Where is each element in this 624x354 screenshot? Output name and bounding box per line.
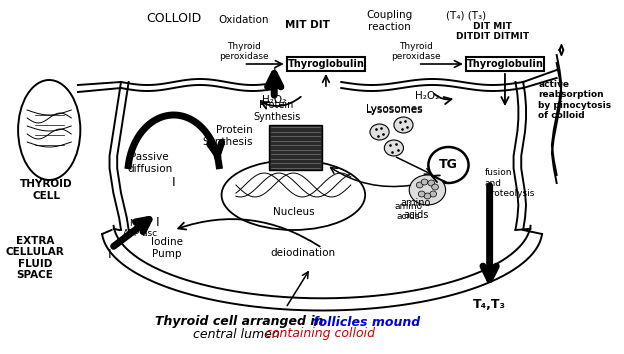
Text: I: I	[172, 177, 175, 189]
Ellipse shape	[370, 124, 389, 140]
Text: THYROID
CELL: THYROID CELL	[20, 179, 72, 201]
FancyArrowPatch shape	[434, 94, 451, 104]
Text: H₂O₂: H₂O₂	[262, 95, 286, 105]
Ellipse shape	[416, 182, 423, 188]
Text: I: I	[108, 249, 111, 262]
Text: Protein
Synthesis: Protein Synthesis	[203, 125, 253, 147]
Text: Protein
Synthesis: Protein Synthesis	[253, 101, 300, 122]
FancyArrowPatch shape	[178, 219, 319, 246]
Ellipse shape	[418, 191, 425, 197]
Text: active
reabsorption
by pinocytosis
of colloid: active reabsorption by pinocytosis of co…	[539, 80, 612, 120]
Text: Coupling
reaction: Coupling reaction	[366, 10, 412, 32]
Text: Thyroglobulin: Thyroglobulin	[467, 59, 544, 69]
Bar	[466, 57, 544, 71]
Text: Lysosomes: Lysosomes	[366, 105, 422, 115]
Text: Thyroid
peroxidase: Thyroid peroxidase	[391, 42, 441, 61]
Text: Nucleus: Nucleus	[273, 207, 314, 217]
Text: EXTRA
CELLULAR
FLUID
SPACE: EXTRA CELLULAR FLUID SPACE	[6, 236, 64, 280]
Text: Oxidation: Oxidation	[218, 15, 269, 25]
Text: COLLOID: COLLOID	[146, 12, 202, 25]
Text: Thyroid
peroxidase: Thyroid peroxidase	[219, 42, 268, 61]
Ellipse shape	[432, 184, 439, 190]
Text: follicles mound: follicles mound	[313, 315, 420, 329]
Text: Passive
diffusion: Passive diffusion	[127, 152, 172, 174]
Bar	[270, 125, 322, 170]
Bar	[286, 57, 365, 71]
Text: MIT DIT: MIT DIT	[285, 20, 330, 30]
Text: amino
acids: amino acids	[394, 202, 422, 221]
Text: amino
acids: amino acids	[401, 198, 431, 219]
Text: I: I	[273, 67, 276, 80]
Text: Na/K
ATP asc: Na/K ATP asc	[123, 218, 157, 238]
Ellipse shape	[409, 175, 446, 205]
Text: central lumen: central lumen	[193, 327, 283, 341]
Text: H₂O₂: H₂O₂	[416, 91, 439, 101]
Ellipse shape	[424, 193, 431, 199]
Text: Thyroid cell arranged in: Thyroid cell arranged in	[155, 315, 328, 329]
Ellipse shape	[428, 180, 434, 186]
Ellipse shape	[384, 140, 404, 156]
Ellipse shape	[428, 147, 469, 183]
Text: deiodination: deiodination	[270, 248, 336, 258]
Text: fusion
and
proteolysis: fusion and proteolysis	[485, 168, 534, 198]
FancyArrowPatch shape	[331, 167, 411, 187]
Text: I: I	[155, 216, 159, 228]
Text: (T₄) (T₃): (T₄) (T₃)	[446, 10, 485, 20]
Ellipse shape	[394, 117, 413, 133]
Text: DIT MIT
DITDIT DITMIT: DIT MIT DITDIT DITMIT	[456, 22, 529, 41]
Text: TG: TG	[439, 159, 458, 171]
Ellipse shape	[421, 179, 428, 185]
Text: Iodine
Pump: Iodine Pump	[151, 237, 183, 259]
FancyArrowPatch shape	[261, 97, 301, 109]
Text: Lysosomes: Lysosomes	[366, 104, 422, 114]
Ellipse shape	[430, 191, 437, 197]
Text: containing colloid: containing colloid	[265, 327, 374, 341]
Text: Thyroglobulin: Thyroglobulin	[288, 59, 364, 69]
Text: T₄,T₃: T₄,T₃	[473, 298, 506, 311]
